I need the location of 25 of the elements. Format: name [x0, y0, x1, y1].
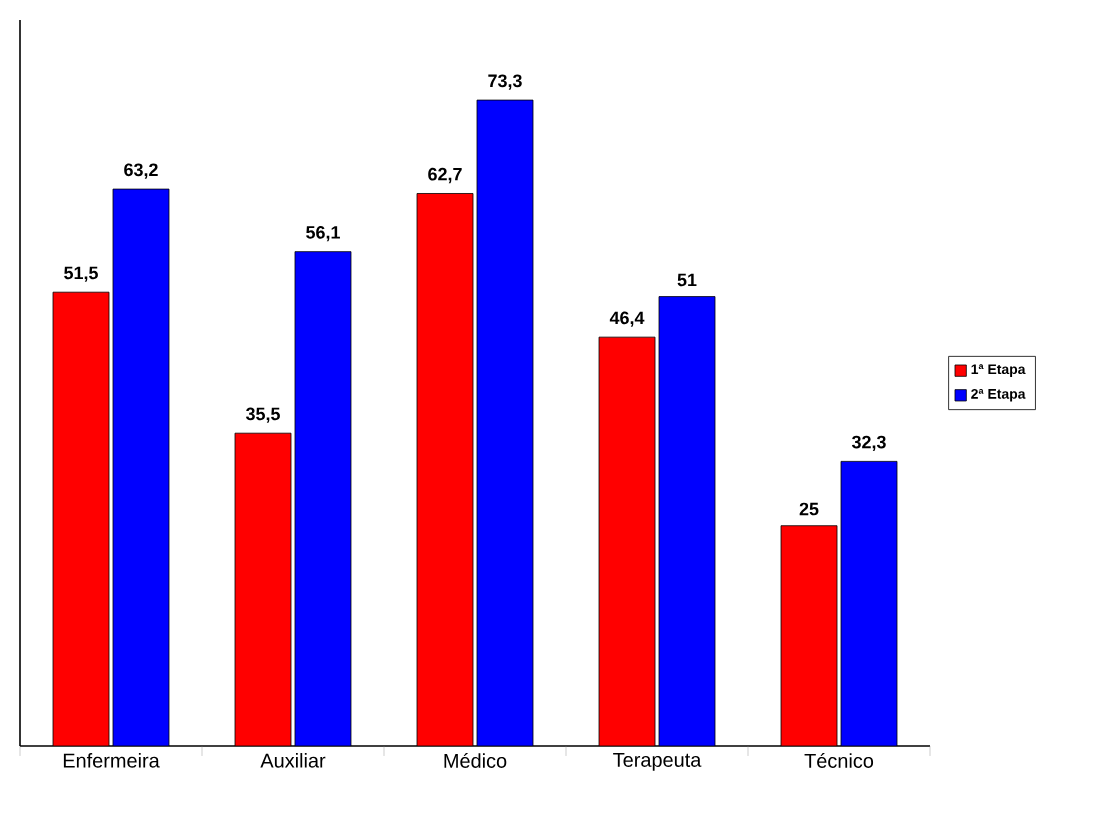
x-tick-label: Auxiliar — [260, 753, 326, 768]
bar — [52, 291, 110, 746]
x-tick-label: Enfermeira — [63, 753, 160, 768]
data-label: 51,5 — [64, 266, 98, 282]
data-label: 35,5 — [245, 407, 280, 423]
x-tick-label: Técnico — [804, 753, 874, 768]
bar — [234, 432, 292, 746]
data-label: 46,4 — [609, 311, 645, 327]
data-label: 73,3 — [488, 74, 522, 90]
data-label: 32,3 — [851, 435, 886, 452]
x-tick-label: Terapeuta — [613, 753, 702, 771]
data-label: 63,2 — [124, 163, 158, 179]
bar — [112, 188, 170, 746]
data-label: 56,1 — [306, 225, 340, 242]
bar — [476, 99, 534, 746]
bar — [416, 193, 474, 746]
bar — [294, 251, 352, 746]
bar — [598, 336, 656, 746]
data-label: 51 — [677, 273, 697, 287]
bar — [658, 296, 716, 746]
x-tick-label: Médico — [444, 753, 507, 768]
data-label: 62,7 — [428, 167, 462, 184]
bar — [780, 525, 838, 746]
data-label: 25 — [799, 502, 819, 516]
bar — [840, 460, 898, 746]
